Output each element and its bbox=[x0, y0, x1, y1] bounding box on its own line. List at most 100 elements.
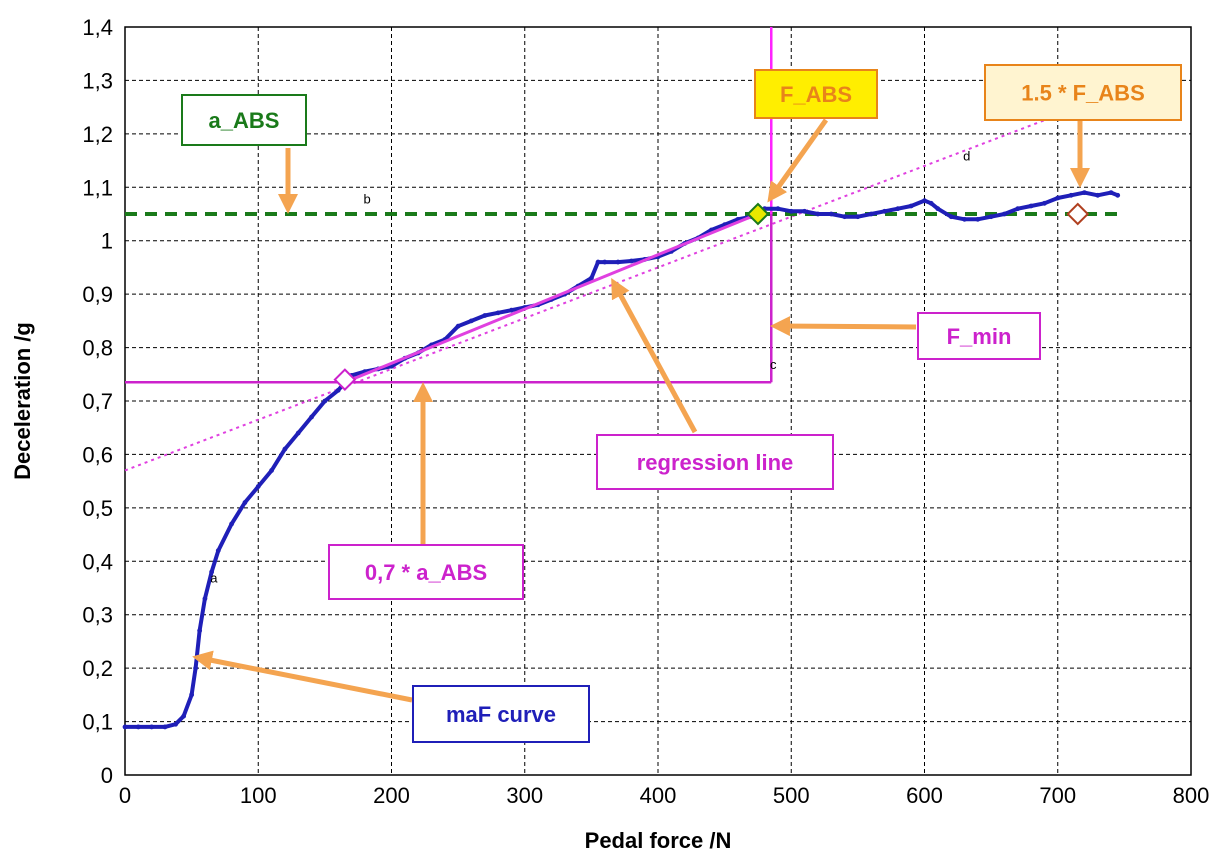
x-tick-label: 200 bbox=[373, 783, 410, 808]
maf-curve-point bbox=[455, 323, 461, 329]
maf-curve-point bbox=[775, 206, 781, 212]
arrow-maf-curve bbox=[192, 650, 413, 703]
maf-curve-point bbox=[215, 548, 221, 553]
maf-curve-point bbox=[335, 387, 341, 393]
arrow-f-min bbox=[770, 316, 917, 337]
maf-curve-point bbox=[868, 211, 874, 217]
maf-curve-point bbox=[189, 692, 195, 698]
maf-curve-point bbox=[1082, 190, 1087, 196]
diamond-marker bbox=[746, 202, 770, 226]
maf-curve-point bbox=[1115, 192, 1121, 198]
maf-curve-point bbox=[149, 724, 155, 730]
maf-curve-point bbox=[588, 275, 594, 281]
maf-curve-point bbox=[975, 216, 981, 222]
x-tick-label: 100 bbox=[240, 783, 277, 808]
maf-curve-point bbox=[495, 310, 501, 316]
callout-regression-line: regression line bbox=[596, 434, 834, 490]
maf-curve-point bbox=[197, 628, 203, 634]
callout-box bbox=[412, 685, 590, 743]
y-tick-label: 1,1 bbox=[82, 175, 113, 200]
maf-curve-point bbox=[282, 446, 288, 452]
x-tick-label: 0 bbox=[119, 783, 131, 808]
callout-label: F_ABS bbox=[780, 82, 852, 107]
y-tick-label: 1,3 bbox=[82, 68, 113, 93]
x-tick-label: 300 bbox=[506, 783, 543, 808]
y-tick-label: 1,2 bbox=[82, 122, 113, 147]
maf-curve-point bbox=[948, 214, 954, 220]
x-tick-label: 400 bbox=[640, 783, 677, 808]
arrow-f-abs bbox=[767, 118, 829, 203]
y-tick-label: 1 bbox=[101, 229, 113, 254]
series-layer bbox=[122, 190, 1121, 730]
maf-curve-point bbox=[482, 313, 488, 318]
maf-curve-point bbox=[193, 665, 199, 671]
maf-curve-point bbox=[1068, 192, 1074, 198]
callout-maf-curve: maF curve bbox=[412, 685, 590, 743]
callout-label: 1.5 * F_ABS bbox=[1021, 81, 1145, 106]
maf-curve-point bbox=[1042, 200, 1047, 206]
callout-label: maF curve bbox=[446, 702, 556, 727]
maf-curve-point bbox=[815, 211, 821, 217]
callout-box bbox=[754, 69, 878, 119]
y-tick-label: 1,4 bbox=[82, 15, 113, 40]
maf-curve-point bbox=[595, 259, 601, 265]
point-label: a bbox=[210, 571, 218, 586]
regression-line bbox=[344, 212, 759, 384]
maf-curve-point bbox=[1002, 211, 1007, 217]
callout-label: F_min bbox=[947, 324, 1012, 349]
y-tick-label: 0,9 bbox=[82, 282, 113, 307]
diamond-marker bbox=[333, 368, 357, 392]
maf-curve-point bbox=[802, 208, 807, 214]
maf-curve-point bbox=[788, 208, 794, 214]
callout-0-7-a-abs: 0,7 * a_ABS bbox=[328, 544, 524, 600]
maf-curve-point bbox=[209, 569, 215, 575]
maf-curve-point bbox=[1055, 195, 1061, 201]
point-label: c bbox=[770, 357, 777, 372]
y-tick-label: 0,5 bbox=[82, 496, 113, 521]
regression-extension-line bbox=[124, 114, 1059, 472]
callout-box bbox=[984, 64, 1182, 121]
maf-curve-point bbox=[322, 398, 328, 404]
markers bbox=[333, 202, 1090, 392]
maf-curve-point bbox=[828, 211, 834, 217]
callout-box bbox=[917, 312, 1041, 360]
maf-curve-point bbox=[928, 200, 934, 206]
maf-curve-point bbox=[908, 203, 914, 209]
callout-box bbox=[328, 544, 524, 600]
callout-1-5-f-abs: 1.5 * F_ABS bbox=[984, 64, 1182, 121]
tick-labels: 0 100 200 300 400 500 600 700 800 0 0,1 0,2 0,3 0,4 0,… bbox=[82, 15, 1209, 808]
callout-a-abs: a_ABS bbox=[181, 94, 307, 146]
callout-f-min: F_min bbox=[917, 312, 1041, 360]
y-tick-label: 0,2 bbox=[82, 656, 113, 681]
callout-arrows bbox=[192, 118, 1090, 703]
maf-curve-point bbox=[162, 724, 168, 730]
y-tick-label: 0 bbox=[101, 763, 113, 788]
arrow-regression-line bbox=[611, 277, 698, 434]
y-tick-label: 0,3 bbox=[82, 603, 113, 628]
maf-curve-point bbox=[1015, 206, 1021, 212]
point-labels: a b c d bbox=[210, 149, 970, 586]
x-axis-label: Pedal force /N bbox=[585, 828, 732, 853]
maf-curve-point bbox=[173, 721, 179, 727]
y-tick-label: 0,4 bbox=[82, 549, 113, 574]
callout-box bbox=[181, 94, 307, 146]
maf-curve-point bbox=[229, 521, 235, 527]
x-tick-label: 500 bbox=[773, 783, 810, 808]
y-tick-label: 0,7 bbox=[82, 389, 113, 414]
diamond-marker bbox=[1066, 202, 1090, 226]
maf-curve-point bbox=[962, 216, 967, 222]
maf-curve-point bbox=[855, 214, 861, 220]
callout-box bbox=[596, 434, 834, 490]
maf-curve-point bbox=[135, 724, 141, 730]
maf-curve-point bbox=[242, 500, 248, 505]
y-tick-label: 0,6 bbox=[82, 442, 113, 467]
maf-curve-point bbox=[895, 206, 901, 212]
x-tick-label: 600 bbox=[906, 783, 943, 808]
x-tick-label: 800 bbox=[1173, 783, 1210, 808]
maf-curve-point bbox=[1108, 190, 1114, 196]
maf-curve-point bbox=[122, 724, 128, 730]
maf-curve-point bbox=[602, 259, 608, 265]
maf-curve-point bbox=[181, 713, 187, 719]
maf-curve-point bbox=[1028, 203, 1034, 209]
